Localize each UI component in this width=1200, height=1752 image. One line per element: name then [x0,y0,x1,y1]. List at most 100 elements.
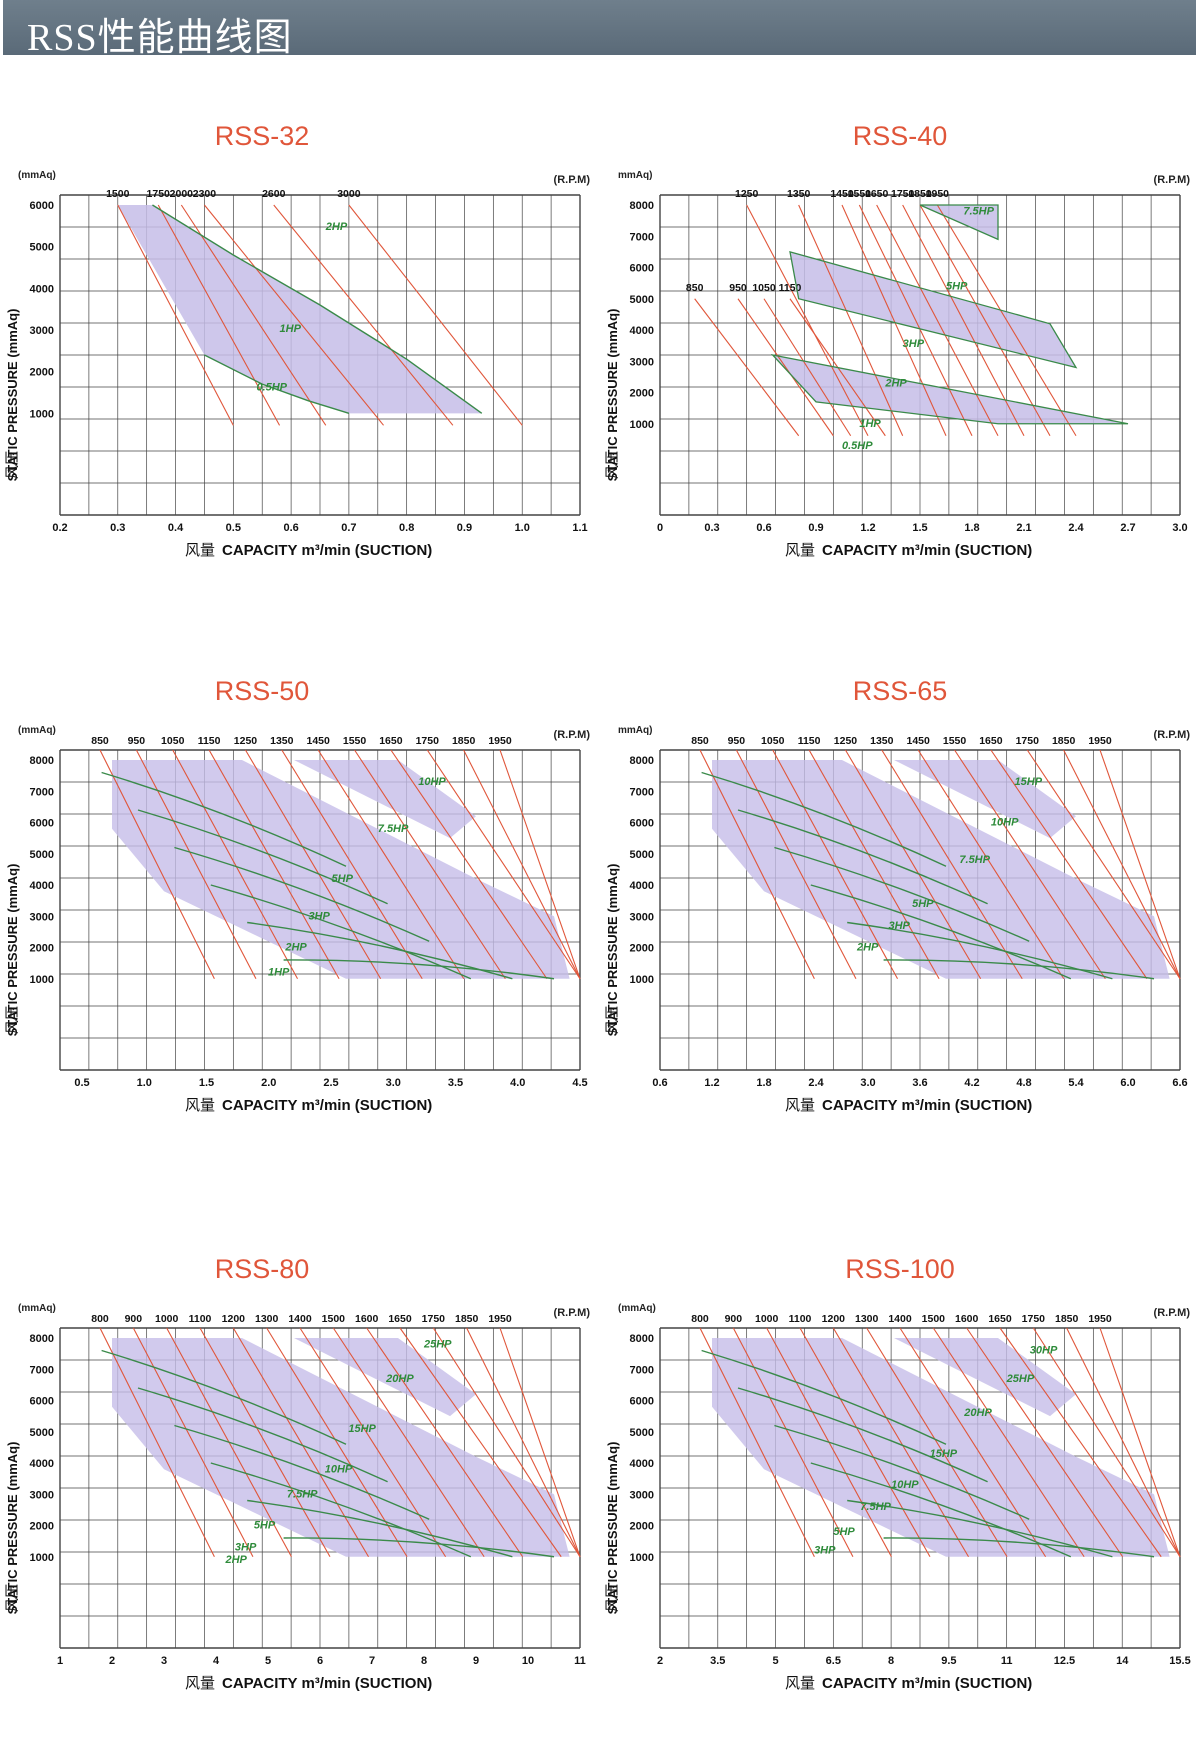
x-tick-label: 1.1 [572,522,587,534]
y-tick-label: 4000 [30,1458,54,1470]
hp-label: 2HP [884,377,907,389]
y-tick-label: 3000 [30,1489,54,1501]
rpm-label: 850 [691,735,709,747]
rpm-line [699,749,815,979]
rpm-label: 1250 [735,188,759,200]
hp-label: 5HP [833,1526,855,1538]
hp-curve [152,204,483,414]
rpm-line [354,749,506,980]
hp-label: 7.5HP [378,823,409,835]
x-tick-label: 4.0 [510,1077,525,1089]
rpm-label: 1950 [1088,735,1112,747]
rpm-unit-label: (R.P.M) [1154,729,1191,741]
rpm-label: 1650 [865,188,889,200]
rpm-label: 1550 [848,188,872,200]
y-axis-label: STATIC PRESSURE (mmAq) [605,309,620,482]
rpm-line [266,1327,408,1558]
y-axis-label-cn: 风压 [4,451,20,479]
x-tick-label: 11 [1001,1655,1013,1667]
rpm-line [866,1327,1008,1558]
x-tick-label: 2 [657,1655,663,1667]
rpm-line [932,1327,1085,1558]
rpm-label: 1750 [1016,735,1040,747]
y-tick-label: 1000 [630,419,654,431]
rpm-unit-label: (R.P.M) [1154,1307,1191,1319]
hp-label: 3HP [814,1545,836,1557]
y-tick-label: 2000 [30,367,54,379]
hp-curve [883,959,1155,980]
rpm-line [808,749,940,980]
chart-title: RSS-50 [215,676,310,706]
y-tick-label: 3000 [30,911,54,923]
rpm-label: 1850 [1052,735,1076,747]
y-unit-label: mmAq) [618,170,652,181]
hp-curve [737,1387,988,1483]
y-tick-label: 2000 [630,1521,654,1533]
x-tick-label: 0.6 [283,522,298,534]
chart-title: RSS-65 [853,676,948,706]
rpm-line [1032,1327,1181,1558]
rpm-label: 1050 [752,282,776,294]
x-tick-label: 0 [657,522,663,534]
y-axis-label-cn: 风压 [4,1584,20,1612]
y-tick-label: 1000 [630,1552,654,1564]
hp-label: 7.5HP [287,1488,318,1500]
x-tick-label: 0.6 [756,522,771,534]
hp-curve [137,809,388,905]
rpm-line [966,1327,1124,1558]
hp-label: 25HP [423,1338,452,1350]
rpm-line [746,204,869,437]
x-axis-label: CAPACITY m³/min (SUCTION) [222,1675,432,1692]
hp-curve [101,1349,347,1445]
operating-band [894,1338,1076,1417]
rpm-unit-label: (R.P.M) [554,174,591,186]
x-tick-label: 5 [265,1655,271,1667]
rpm-label: 1450 [830,188,854,200]
x-tick-label: 2 [109,1655,115,1667]
hp-curve [774,1424,1030,1520]
hp-label: 1HP [280,323,302,335]
rpm-line [432,1327,581,1558]
chart-rss-100: RSS-100 (mmAq) (R.P.M) 1000 2000 3000 4000 5000… [604,1254,1191,1692]
x-tick-label: 0.9 [808,522,823,534]
rpm-line [499,749,581,979]
operating-band [112,760,570,979]
rpm-line [1099,1327,1181,1557]
rpm-label: 850 [91,735,109,747]
hp-label: 20HP [385,1373,414,1385]
x-tick-label: 11 [574,1655,586,1667]
chart-rss-32: RSS-32 (mmAq) (R.P.M) 1000 2000 3000 4000 5000 6… [4,121,591,559]
y-axis-label: STATIC PRESSURE (mmAq) [5,1442,20,1615]
rpm-line [772,749,899,980]
rpm-label: 950 [728,735,746,747]
rpm-label: 1750 [416,735,440,747]
x-tick-label: 2.1 [1016,522,1031,534]
hp-label: 10HP [325,1463,353,1475]
rpm-line [954,749,1106,980]
x-tick-label: 0.8 [399,522,414,534]
y-axis-label: STATIC PRESSURE (mmAq) [605,1442,620,1615]
y-tick-label: 6000 [630,1396,654,1408]
rpm-line [798,204,904,436]
y-tick-label: 4000 [30,283,54,295]
rpm-label: 3000 [337,188,361,200]
rpm-line [208,749,340,980]
y-tick-label: 3000 [630,911,654,923]
hp-label: 0.5HP [256,381,287,393]
x-tick-label: 2.4 [1068,522,1084,534]
rpm-line [332,1327,485,1558]
y-tick-label: 6000 [30,1396,54,1408]
rpm-line [902,204,1025,437]
x-tick-label: 0.3 [704,522,719,534]
rpm-label: 1750 [1022,1313,1046,1325]
y-tick-label: 5000 [630,294,654,306]
rpm-unit-label: (R.P.M) [554,729,591,741]
y-tick-label: 5000 [630,1427,654,1439]
x-tick-label: 2.7 [1120,522,1135,534]
x-tick-label: 0.7 [341,522,356,534]
y-tick-label: 8000 [30,1333,54,1345]
x-tick-label: 1.8 [964,522,979,534]
operating-band [112,1338,570,1557]
rpm-line [917,749,1065,980]
x-axis-label: CAPACITY m³/min (SUCTION) [822,542,1032,559]
